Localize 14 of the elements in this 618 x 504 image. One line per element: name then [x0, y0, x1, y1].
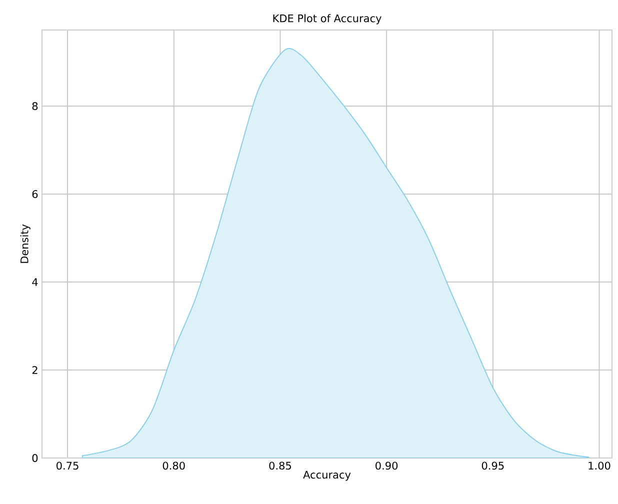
y-tick-label: 2	[32, 366, 38, 374]
x-tick-label: 0.95	[482, 462, 504, 470]
y-axis-title: Density	[20, 224, 30, 263]
y-tick-label: 8	[32, 102, 38, 110]
x-axis-title: Accuracy	[303, 470, 351, 481]
y-tick-label: 6	[32, 190, 38, 198]
y-tick-label: 4	[32, 278, 38, 286]
y-tick-label: 0	[32, 454, 38, 462]
x-tick-label: 0.90	[376, 462, 398, 470]
chart-title: KDE Plot of Accuracy	[273, 14, 382, 24]
x-tick-label: 1.00	[588, 462, 610, 470]
x-tick-label: 0.75	[56, 462, 78, 470]
x-tick-label: 0.85	[269, 462, 291, 470]
x-tick-label: 0.80	[162, 462, 185, 470]
